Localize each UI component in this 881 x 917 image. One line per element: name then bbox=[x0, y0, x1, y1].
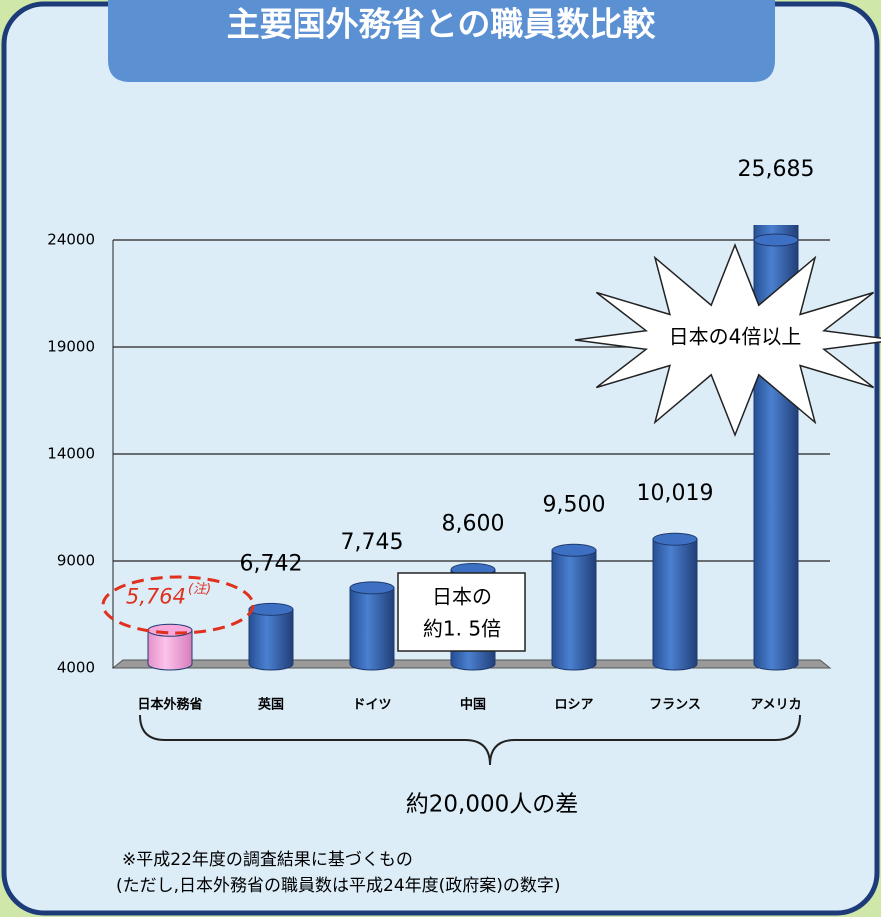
callout-japan: 約1. 5倍 bbox=[423, 617, 501, 641]
note-mark: (注) bbox=[188, 582, 211, 597]
y-tick-label: 9000 bbox=[57, 552, 95, 570]
footnote: ※平成22年度の調査結果に基づくもの bbox=[122, 850, 413, 870]
x-tick-label: 英国 bbox=[257, 697, 284, 713]
bar-top bbox=[652, 532, 698, 546]
bar-body bbox=[652, 538, 698, 671]
bar bbox=[551, 543, 597, 671]
x-tick-label: 中国 bbox=[460, 697, 486, 713]
x-tick-label: 日本外務省 bbox=[137, 697, 202, 713]
bar bbox=[349, 581, 395, 671]
callout-us: 日本の4倍以上 bbox=[669, 325, 802, 349]
callout-japan: 日本の bbox=[432, 585, 492, 609]
bar-body bbox=[551, 549, 597, 671]
bar-body bbox=[248, 608, 294, 671]
y-tick-label: 24000 bbox=[47, 231, 95, 249]
x-tick-label: ドイツ bbox=[352, 698, 391, 713]
value-label: 7,745 bbox=[341, 530, 404, 555]
bar bbox=[248, 602, 294, 671]
callout-box bbox=[397, 572, 526, 652]
bar-top bbox=[753, 233, 799, 247]
value-label: 8,600 bbox=[442, 512, 505, 537]
bar-body bbox=[349, 587, 395, 671]
x-tick-label: アメリカ bbox=[750, 698, 801, 713]
footnote: (ただし,日本外務省の職員数は平成24年度(政府案)の数字) bbox=[116, 876, 561, 896]
bar bbox=[652, 532, 698, 671]
highlight-ring bbox=[101, 575, 255, 635]
x-tick-label: フランス bbox=[649, 698, 701, 713]
value-label: 25,685 bbox=[738, 157, 815, 182]
brace-label: 約20,000人の差 bbox=[406, 792, 578, 818]
value-label: 6,742 bbox=[240, 551, 303, 576]
bar-top bbox=[349, 581, 395, 595]
x-tick-label: ロシア bbox=[554, 698, 593, 713]
bar-top bbox=[248, 602, 294, 616]
bar-body bbox=[147, 629, 193, 671]
bar-body bbox=[753, 225, 799, 671]
y-tick-label: 4000 bbox=[57, 659, 95, 677]
brace bbox=[139, 714, 801, 766]
value-label: 5,764 bbox=[126, 584, 186, 608]
value-label: 9,500 bbox=[543, 492, 606, 517]
starburst bbox=[574, 242, 881, 438]
bar-top bbox=[147, 623, 193, 637]
bar bbox=[753, 225, 799, 671]
bar-top bbox=[551, 543, 597, 557]
value-label: 10,019 bbox=[637, 481, 714, 506]
y-tick-label: 14000 bbox=[47, 445, 95, 463]
chart-title: 主要国外務省との職員数比較 bbox=[227, 5, 657, 44]
bar bbox=[147, 623, 193, 671]
y-tick-label: 19000 bbox=[47, 338, 95, 356]
title-box bbox=[108, 0, 775, 82]
